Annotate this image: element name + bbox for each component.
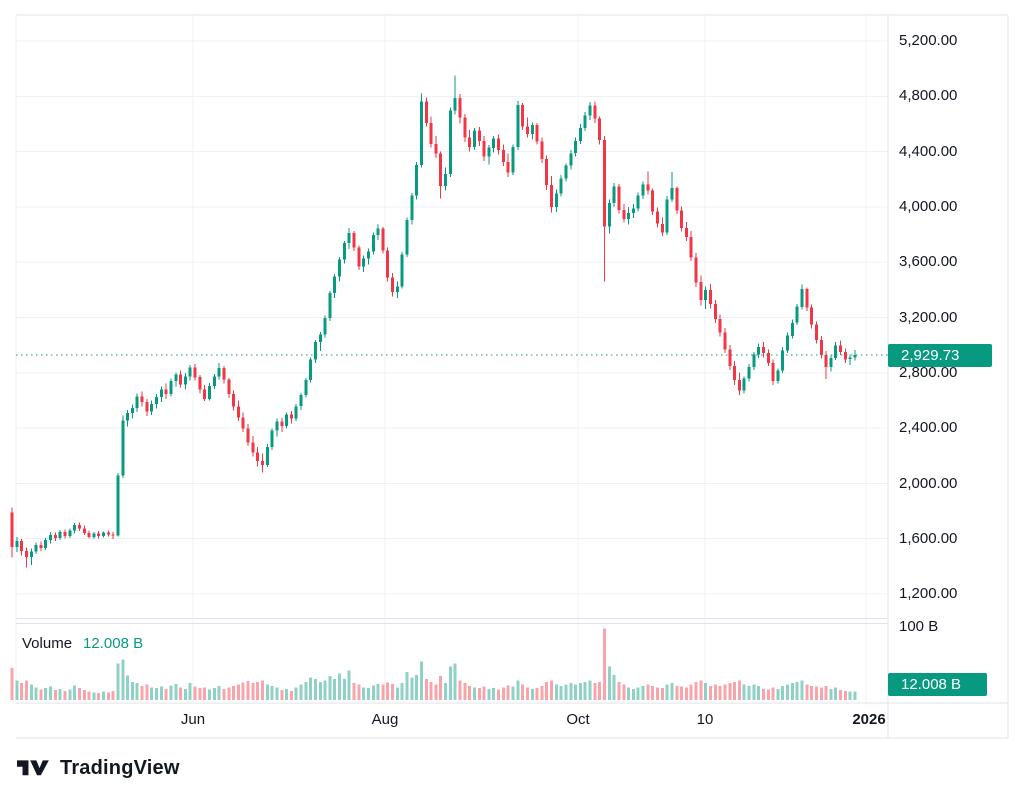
price-tick: 2,400.00 — [899, 419, 958, 436]
price-tick: 5,200.00 — [899, 32, 958, 49]
price-tick: 2,000.00 — [899, 475, 958, 492]
volume-legend-value: 12.008 B — [83, 635, 144, 652]
time-tick-year: 2026 — [852, 711, 886, 728]
tradingview-logo-icon — [17, 759, 51, 777]
price-tick: 4,000.00 — [899, 198, 958, 215]
time-tick: Jun — [180, 711, 206, 728]
time-axis[interactable]: Jun Aug Oct 10 2026 — [0, 703, 1024, 738]
time-tick: Aug — [371, 711, 399, 728]
tradingview-link[interactable]: TradingView — [17, 756, 180, 780]
price-tick: 1,600.00 — [899, 530, 958, 547]
price-tick: 4,800.00 — [899, 87, 958, 104]
price-tick: 3,600.00 — [899, 253, 958, 270]
price-tick: 2,800.00 — [899, 364, 958, 381]
volume-legend-label: Volume — [22, 635, 73, 652]
price-tick: 1,200.00 — [899, 585, 958, 602]
price-tick: 3,200.00 — [899, 309, 958, 326]
volume-legend[interactable]: Volume 12.008 B — [22, 635, 143, 652]
tradingview-logo-text: TradingView — [60, 757, 180, 779]
time-tick: 10 — [696, 711, 714, 728]
last-price-badge: 2,929.73 — [888, 344, 992, 367]
last-volume-badge: 12.008 B — [888, 673, 987, 696]
volume-axis-tick: 100 B — [899, 618, 939, 635]
time-tick: Oct — [566, 711, 590, 728]
price-tick: 4,400.00 — [899, 143, 958, 160]
price-axis[interactable]: 5,200.00 4,800.00 4,400.00 4,000.00 3,60… — [888, 15, 1024, 738]
